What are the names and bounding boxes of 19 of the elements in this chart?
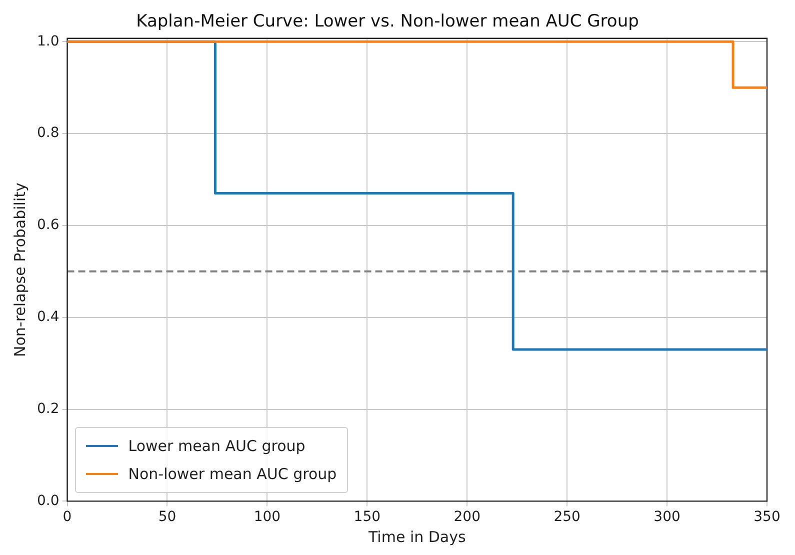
y-tick-label: 0.4 [37,309,60,326]
y-tick-label: 0.8 [37,125,60,142]
x-tick-label: 250 [554,509,580,526]
y-tick-label: 0.2 [37,400,60,417]
x-axis-title: Time in Days [367,528,466,546]
x-tick-label: 50 [158,509,176,526]
legend-label: Non-lower mean AUC group [128,465,337,484]
y-axis-title: Non-relapse Probability [10,182,29,357]
x-tick-label: 350 [754,509,780,526]
x-tick-label: 0 [62,509,72,526]
y-tick-label: 0.0 [37,492,60,509]
x-tick-label: 200 [454,509,480,526]
y-tick-label: 0.6 [37,217,60,234]
x-tick-label: 100 [254,509,281,526]
chart-title: Kaplan-Meier Curve: Lower vs. Non-lower mean AUC Group [136,12,639,32]
x-tick-label: 300 [654,509,680,526]
legend-label: Lower mean AUC group [128,437,306,456]
x-tick-label: 150 [354,509,381,526]
y-tick-label: 1.0 [37,33,60,50]
